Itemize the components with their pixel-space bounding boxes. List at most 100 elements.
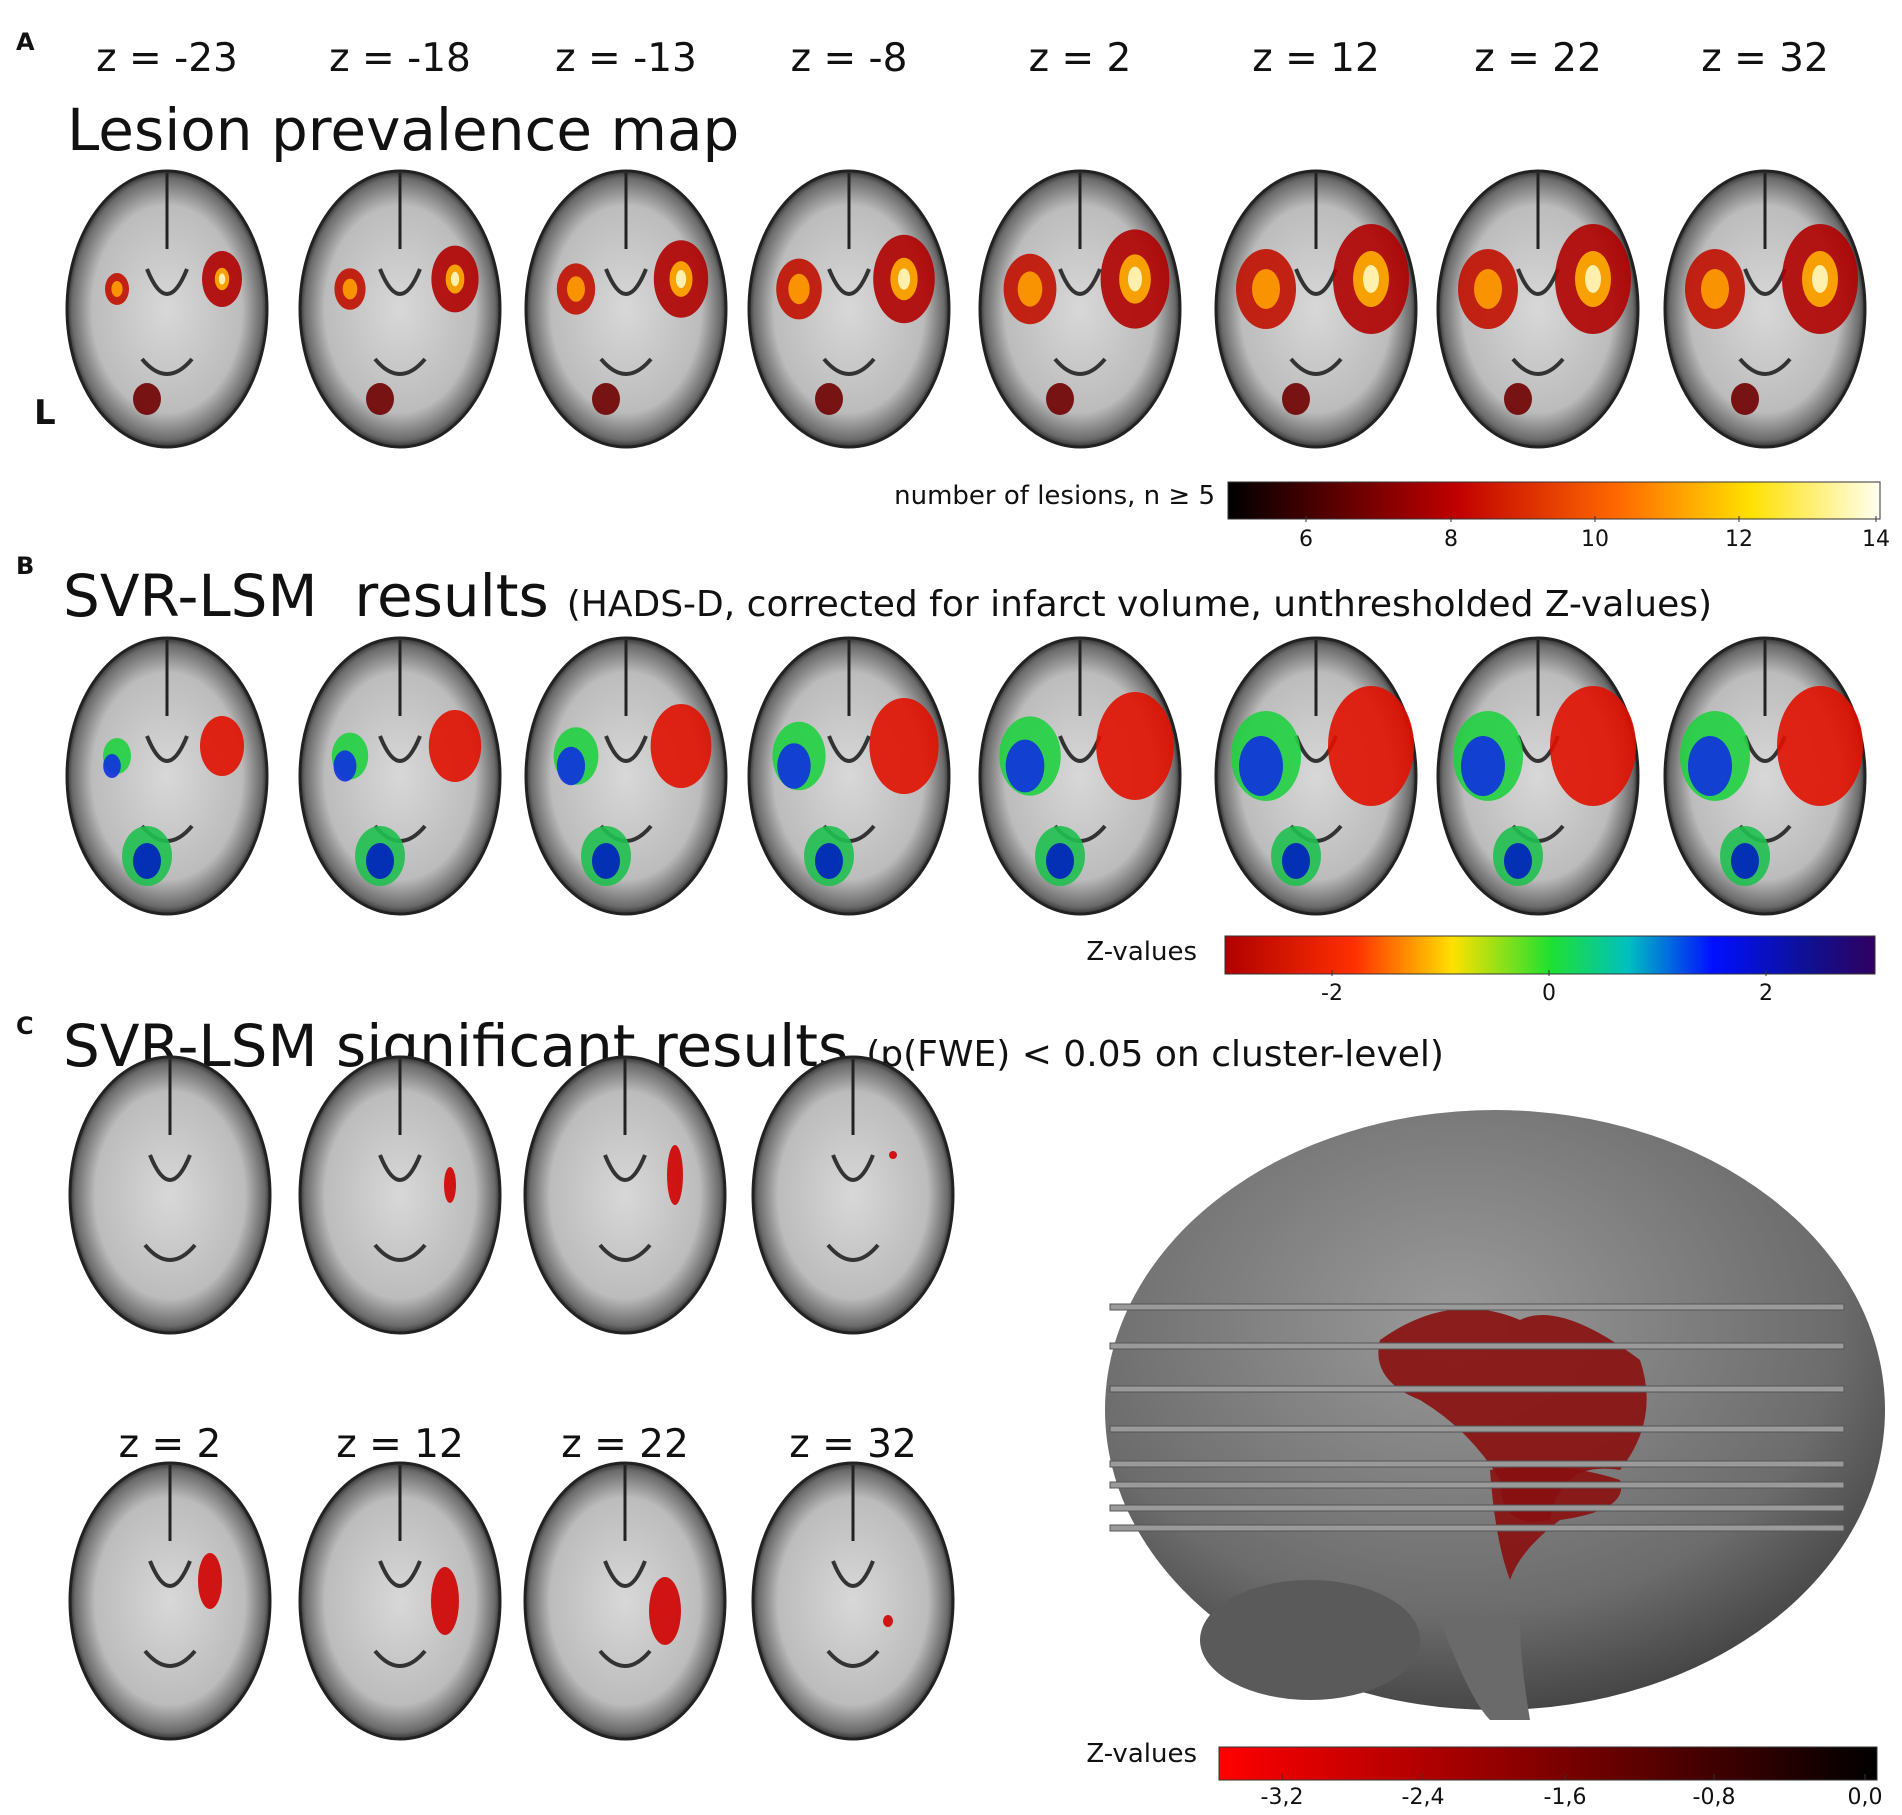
overlay <box>897 268 911 290</box>
brain-outline <box>523 1461 727 1741</box>
ventricles <box>143 1560 197 1668</box>
overlay <box>428 710 482 782</box>
panel-letter: B <box>16 552 34 580</box>
slice-label: z = 32 <box>789 1422 917 1467</box>
subtitle: (HADS-D, corrected for infarct volume, u… <box>567 584 1712 625</box>
overlay <box>1504 843 1532 879</box>
slice-plane <box>1109 1504 1845 1512</box>
overlay <box>111 281 123 297</box>
ventricles <box>826 1560 880 1668</box>
overlay <box>1731 843 1759 879</box>
slice-planes <box>1109 1303 1845 1532</box>
brain-slice <box>1436 636 1640 916</box>
overlay <box>366 843 394 879</box>
title-text: SVR-LSM results <box>63 562 549 630</box>
brain-slice <box>978 169 1182 449</box>
overlay <box>1252 269 1280 309</box>
brain-slice <box>298 169 502 449</box>
slice-plane <box>1109 1460 1845 1468</box>
slice-plane <box>1109 1524 1845 1532</box>
panel-letter: A <box>16 28 35 56</box>
overlay <box>1239 736 1283 796</box>
overlay <box>1701 269 1729 309</box>
overlay <box>1017 271 1043 307</box>
overlay <box>1282 383 1310 415</box>
overlay <box>1127 266 1143 292</box>
colorbar-tick-label: -1,6 <box>1544 1785 1587 1810</box>
overlay <box>133 843 161 879</box>
side-label: L <box>34 393 56 433</box>
ventricles <box>143 1154 197 1262</box>
brain-outline <box>65 636 269 916</box>
overlay <box>815 383 843 415</box>
slice-plane <box>1109 1481 1845 1489</box>
ventricles <box>599 268 653 376</box>
overlay <box>1046 843 1074 879</box>
colorbar <box>1218 1746 1878 1781</box>
brain-slice <box>298 636 502 916</box>
slice-plane <box>1109 1342 1845 1350</box>
ventricles <box>373 1154 427 1262</box>
overlay <box>431 1567 459 1635</box>
overlay <box>333 750 357 782</box>
overlay <box>1363 265 1379 293</box>
brain-outline <box>524 169 728 449</box>
overlay <box>1504 383 1532 415</box>
brain-slice <box>524 636 728 916</box>
brain-slice <box>65 636 269 916</box>
panel-title: Lesion prevalence map <box>67 96 739 164</box>
slice-plane <box>1109 1425 1845 1433</box>
brain-slice <box>524 169 728 449</box>
brain-3d <box>1105 1110 1885 1720</box>
overlay <box>1461 736 1505 796</box>
brain-slice <box>747 169 951 449</box>
overlay <box>1812 265 1828 293</box>
brain-outline <box>523 1055 727 1335</box>
slice-plane <box>1109 1385 1845 1393</box>
brain-slice <box>523 1055 727 1335</box>
overlay <box>650 704 712 788</box>
ventricles <box>373 268 427 376</box>
ventricles <box>1738 268 1792 376</box>
overlay <box>649 1577 681 1645</box>
brain-slice <box>747 636 951 916</box>
overlay <box>592 843 620 879</box>
brain-outline <box>298 169 502 449</box>
overlay <box>883 1615 893 1627</box>
overlay <box>1777 686 1863 806</box>
slice-label: z = -8 <box>791 36 908 81</box>
overlay <box>815 843 843 879</box>
brain-slice <box>1436 169 1640 449</box>
overlay <box>1328 686 1414 806</box>
overlay <box>366 383 394 415</box>
overlay <box>450 271 460 287</box>
slice-label: z = 2 <box>1029 36 1132 81</box>
overlay <box>567 276 585 302</box>
overlay <box>1550 686 1636 806</box>
colorbar-tick-label: 0 <box>1542 981 1556 1006</box>
overlay <box>1474 269 1502 309</box>
ventricles <box>598 1154 652 1262</box>
brain-slice <box>751 1055 955 1335</box>
brain-slice <box>68 1055 272 1335</box>
colorbar-tick-label: 12 <box>1725 527 1753 552</box>
ventricles <box>1289 268 1343 376</box>
overlay <box>777 743 811 789</box>
subtitle: (p(FWE) < 0.05 on cluster-level) <box>866 1034 1444 1075</box>
brain-outline <box>751 1461 955 1741</box>
slice-plane <box>1109 1303 1845 1311</box>
colorbar-tick-label: -2 <box>1321 981 1343 1006</box>
slice-label: z = 2 <box>119 1422 222 1467</box>
colorbar <box>1224 935 1876 975</box>
overlay <box>675 270 687 288</box>
overlay <box>788 273 810 305</box>
colorbar-tick-label: 2 <box>1759 981 1773 1006</box>
overlay <box>1688 736 1732 796</box>
colorbar-tick-label: 10 <box>1581 527 1609 552</box>
brain-outline <box>65 169 269 449</box>
colorbar-tick-label: 6 <box>1299 527 1313 552</box>
ventricles <box>1511 268 1565 376</box>
overlay <box>1282 843 1310 879</box>
overlay <box>592 383 620 415</box>
ventricles <box>826 1154 880 1262</box>
